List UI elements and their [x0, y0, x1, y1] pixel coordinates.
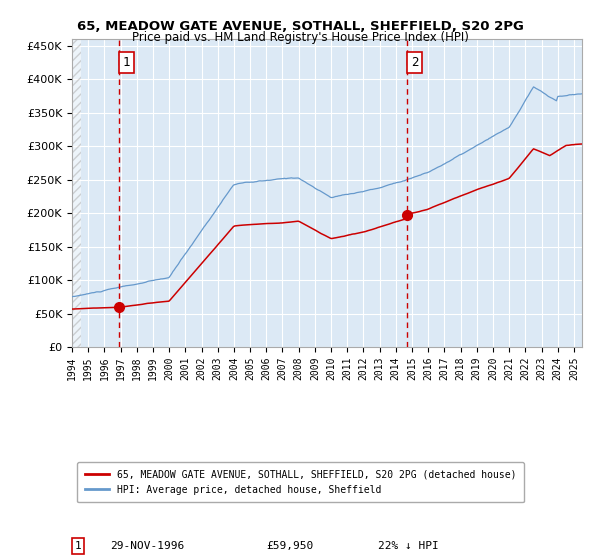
- Text: 29-NOV-1996: 29-NOV-1996: [110, 541, 185, 551]
- Text: 1: 1: [74, 541, 82, 551]
- Bar: [72, 39, 81, 347]
- Text: 65, MEADOW GATE AVENUE, SOTHALL, SHEFFIELD, S20 2PG: 65, MEADOW GATE AVENUE, SOTHALL, SHEFFIE…: [77, 20, 523, 32]
- Text: 1: 1: [123, 56, 131, 69]
- Legend: 65, MEADOW GATE AVENUE, SOTHALL, SHEFFIELD, S20 2PG (detached house), HPI: Avera: 65, MEADOW GATE AVENUE, SOTHALL, SHEFFIE…: [77, 462, 524, 502]
- Text: 22% ↓ HPI: 22% ↓ HPI: [378, 541, 439, 551]
- Text: 2: 2: [411, 56, 419, 69]
- Text: £59,950: £59,950: [266, 541, 313, 551]
- Text: Price paid vs. HM Land Registry's House Price Index (HPI): Price paid vs. HM Land Registry's House …: [131, 31, 469, 44]
